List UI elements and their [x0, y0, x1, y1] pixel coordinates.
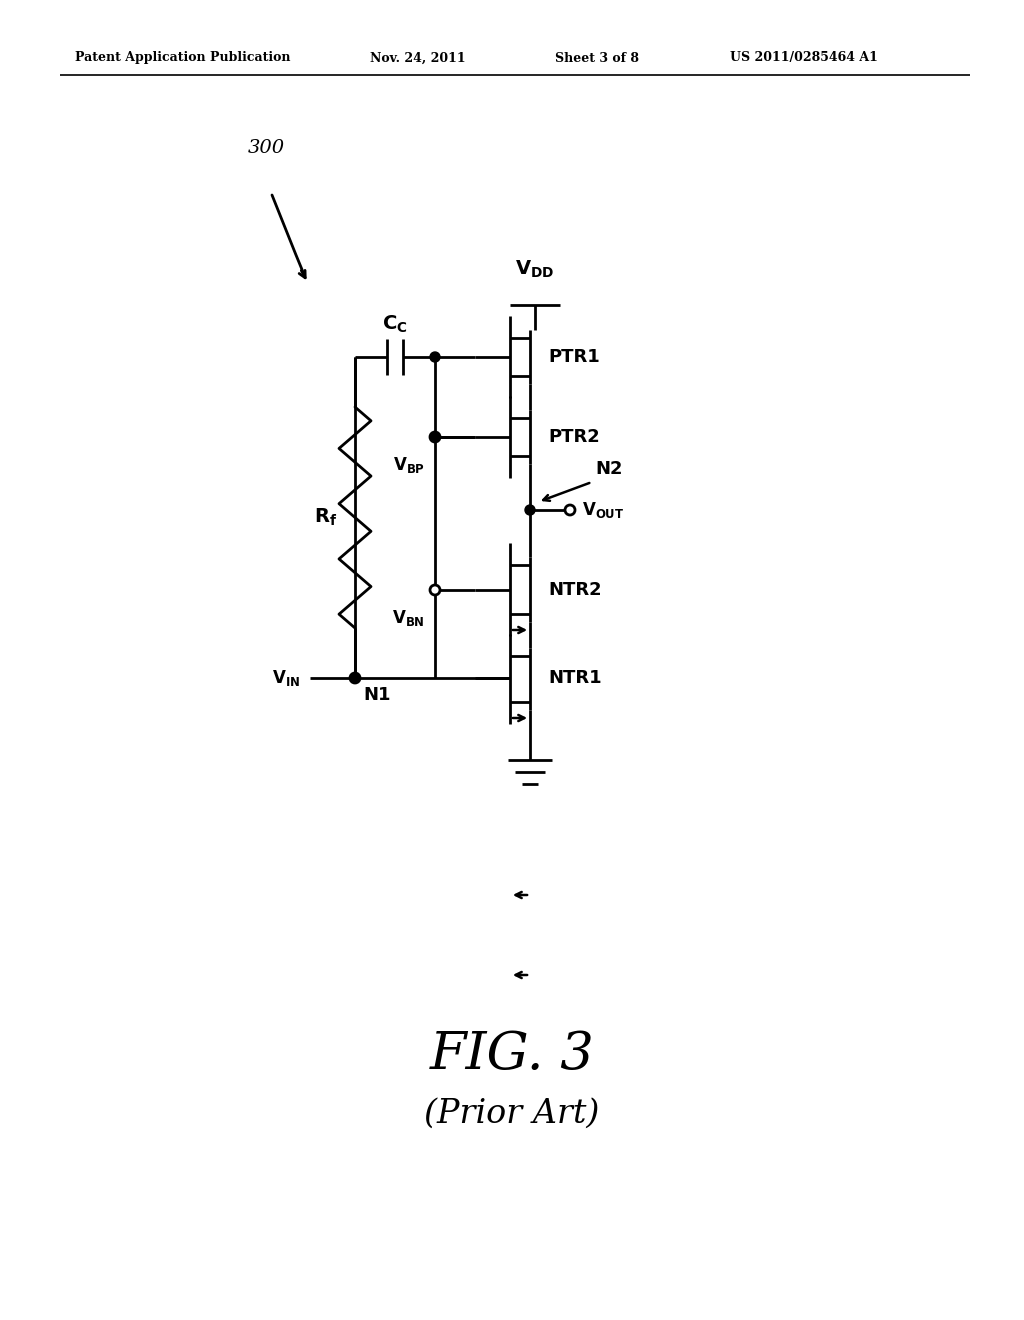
Text: US 2011/0285464 A1: US 2011/0285464 A1: [730, 51, 878, 65]
Circle shape: [350, 673, 360, 682]
Text: $\mathbf{V_{OUT}}$: $\mathbf{V_{OUT}}$: [582, 500, 625, 520]
Text: (Prior Art): (Prior Art): [424, 1098, 600, 1130]
Text: N2: N2: [595, 459, 623, 478]
Text: N1: N1: [362, 686, 390, 704]
Text: NTR1: NTR1: [548, 669, 602, 686]
Text: Patent Application Publication: Patent Application Publication: [75, 51, 291, 65]
Circle shape: [565, 506, 575, 515]
Circle shape: [350, 673, 360, 682]
Text: $\mathbf{V_{DD}}$: $\mathbf{V_{DD}}$: [515, 259, 555, 280]
Text: $\mathbf{C_C}$: $\mathbf{C_C}$: [382, 314, 408, 335]
Text: Nov. 24, 2011: Nov. 24, 2011: [370, 51, 466, 65]
Text: $\mathbf{V_{BN}}$: $\mathbf{V_{BN}}$: [392, 609, 425, 628]
Text: Sheet 3 of 8: Sheet 3 of 8: [555, 51, 639, 65]
Circle shape: [430, 352, 440, 362]
Circle shape: [430, 432, 440, 442]
Text: PTR2: PTR2: [548, 428, 600, 446]
Text: $\mathbf{V_{IN}}$: $\mathbf{V_{IN}}$: [272, 668, 300, 688]
Text: NTR2: NTR2: [548, 581, 602, 599]
Circle shape: [525, 506, 535, 515]
Circle shape: [430, 432, 440, 442]
Circle shape: [430, 585, 440, 595]
Text: $\mathbf{V_{BP}}$: $\mathbf{V_{BP}}$: [393, 455, 425, 475]
Text: PTR1: PTR1: [548, 348, 600, 366]
Text: FIG. 3: FIG. 3: [430, 1030, 594, 1080]
Text: $\mathbf{R_f}$: $\mathbf{R_f}$: [313, 507, 337, 528]
Text: 300: 300: [248, 139, 285, 157]
